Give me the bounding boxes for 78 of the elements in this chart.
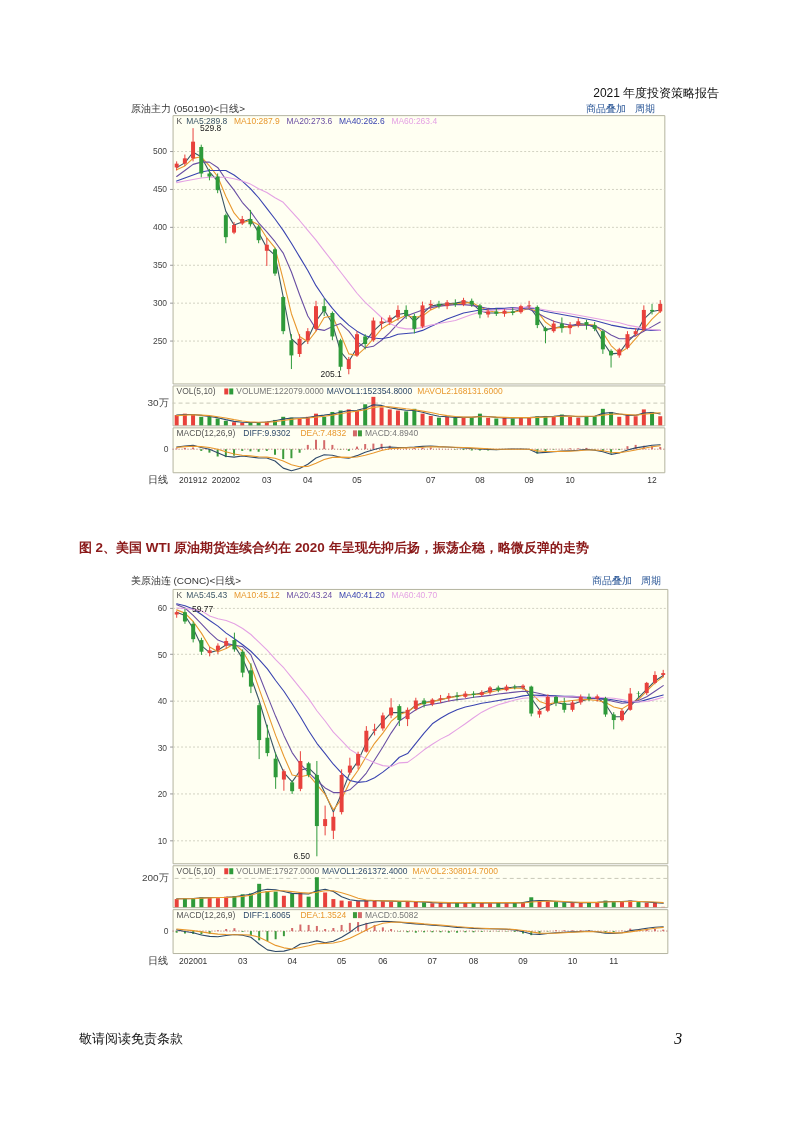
annotation: 205.1: [320, 369, 343, 380]
legend-title: VOL(5,10): [176, 386, 216, 397]
x-tick-label: 201912: [178, 474, 208, 485]
text: 3: [673, 1029, 683, 1047]
series-label: MA5:45.43: [186, 589, 228, 600]
x-tick-label: 06: [378, 955, 388, 966]
x-tick-label: 12: [647, 474, 658, 485]
legend-label: VOLUME:122079.0000: [236, 386, 325, 397]
y-tick-label: 350: [152, 259, 168, 270]
annotation: 6.50: [293, 851, 311, 862]
text: MA10:287.9: [234, 116, 280, 127]
text: 周期: [641, 574, 662, 586]
x-tick-label: 10: [565, 474, 576, 485]
x-tick-label: 08: [468, 955, 479, 966]
legend-label: MACD:4.8940: [364, 428, 419, 439]
text: 周期: [635, 103, 656, 115]
x-tick-label: 202002: [211, 474, 241, 485]
ref-line-label: 30万: [147, 397, 169, 409]
x-tick-label: 05: [336, 955, 347, 966]
text: MA40:41.20: [338, 589, 385, 600]
x-tick-label: 09: [518, 955, 529, 966]
series-label: DIFF:1.6065: [243, 910, 291, 921]
text: MA20:43.24: [286, 589, 333, 600]
text: 商品叠加: [591, 574, 632, 586]
chart-subtitle: 美原油连 (CONC)<日线>: [130, 574, 242, 586]
text: MA10:45.12: [234, 589, 280, 600]
x-tick-label: 10: [567, 955, 578, 966]
x-tick-label: 04: [303, 474, 313, 485]
x-tick-label: 04: [287, 955, 298, 966]
text: DEA:1.3524: [300, 910, 347, 921]
legend-title: VOL(5,10): [176, 866, 216, 877]
x-tick-label: 03: [237, 955, 248, 966]
x-tick-label: 07: [426, 474, 436, 485]
legend-title: K: [176, 116, 183, 127]
annotation: 59.77: [191, 603, 214, 614]
text: DEA:7.4832: [300, 428, 347, 439]
series-label: MAVOL2:168131.6000: [417, 386, 503, 397]
y-tick-label: 450: [152, 184, 168, 195]
text: MA40:262.6: [338, 116, 385, 127]
text: MAVOL2:308014.7000: [412, 866, 499, 877]
x-tick-label: 08: [475, 474, 485, 485]
series-label: MAVOL1:261372.4000: [321, 866, 408, 877]
x-tick-label: 07: [427, 955, 438, 966]
chart-title: 图 2、美国 WTI 原油期货连续合约在 2020 年呈现先抑后扬，振荡企稳，略微反弹的走势: [78, 540, 589, 556]
x-axis-title: 日线: [148, 954, 169, 966]
x-tick-label: 202001: [179, 955, 208, 966]
y-tick-label: 30: [157, 742, 168, 753]
text: 商品叠加: [585, 103, 626, 115]
x-tick-label: 05: [352, 474, 362, 485]
y-tick-label: 250: [152, 335, 168, 346]
legend-title: MACD(12,26,9): [176, 910, 236, 921]
ref-line-label: 200万: [141, 872, 169, 884]
y-tick-label: 20: [157, 789, 168, 800]
y-tick-label: 500: [152, 146, 168, 157]
legend-title: K: [176, 589, 183, 600]
text: DIFF:9.9302: [243, 428, 291, 439]
legend-title: MACD(12,26,9): [176, 428, 236, 439]
y-tick-label: 10: [157, 835, 168, 846]
text: 敬请阅读免责条款: [78, 1030, 183, 1046]
y-tick-label: 300: [152, 297, 168, 308]
text: MA20:273.6: [286, 116, 333, 127]
legend-label: VOLUME:17927.0000: [236, 866, 320, 877]
y-tick-label: 400: [152, 222, 168, 233]
text: MA60:40.70: [391, 589, 438, 600]
legend-label: MACD:0.5082: [364, 910, 419, 921]
text: MA60:263.4: [391, 116, 438, 127]
text: 2021 年度投资策略报告: [593, 86, 720, 101]
ref-line-label: 0: [163, 444, 169, 455]
y-tick-label: 40: [157, 696, 168, 707]
x-axis-title: 日线: [148, 473, 169, 485]
y-tick-label: 60: [157, 603, 168, 614]
y-tick-label: 50: [157, 649, 168, 660]
x-tick-label: 09: [524, 474, 535, 485]
x-tick-label: 11: [609, 955, 619, 966]
chart-title: 原油主力 (050190)<日线>: [130, 103, 246, 115]
ref-line-label: 0: [163, 926, 169, 937]
series-label: MAVOL1:152354.8000: [326, 386, 413, 397]
x-tick-label: 03: [262, 474, 272, 485]
